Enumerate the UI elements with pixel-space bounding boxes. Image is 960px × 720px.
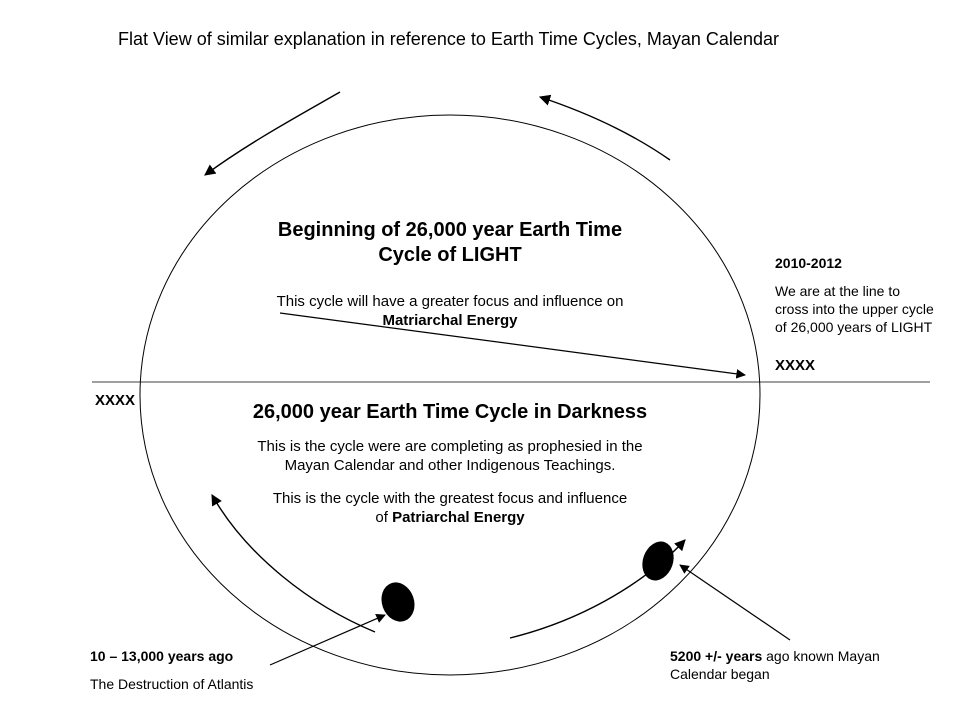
mayan-bold: 5200 +/- years xyxy=(670,648,762,664)
lower-body-c: This is the cycle with the greatest focu… xyxy=(190,490,710,509)
mayan-label: 5200 +/- years ago known Mayan Calendar … xyxy=(670,648,930,683)
atlantis-heading: 10 – 13,000 years ago xyxy=(90,648,233,666)
dot-mayan xyxy=(637,537,679,585)
upper-body-line2: Matriarchal Energy xyxy=(220,312,680,331)
lower-body-d-prefix: of xyxy=(375,509,392,526)
page-title: Flat View of similar explanation in refe… xyxy=(118,28,838,51)
lower-heading: 26,000 year Earth Time Cycle in Darkness xyxy=(190,400,710,425)
right-note-b: cross into the upper cycle xyxy=(775,301,955,319)
right-note-c: of 26,000 years of LIGHT xyxy=(775,319,955,337)
arrow-top-left xyxy=(205,92,340,175)
upper-heading-line2: Cycle of LIGHT xyxy=(220,243,680,268)
dot-atlantis xyxy=(376,578,420,627)
cycle-circle xyxy=(140,115,760,675)
right-note-a: We are at the line to xyxy=(775,283,950,301)
right-year: 2010-2012 xyxy=(775,255,842,273)
arrow-mayan-pointer xyxy=(680,565,790,640)
upper-heading-line1: Beginning of 26,000 year Earth Time xyxy=(220,218,680,243)
lower-body-d-bold: Patriarchal Energy xyxy=(392,509,525,526)
lower-body-b: Mayan Calendar and other Indigenous Teac… xyxy=(190,457,710,476)
lower-body-a: This is the cycle were are completing as… xyxy=(190,438,710,457)
arrow-top-right xyxy=(540,97,670,160)
upper-body-line1: This cycle will have a greater focus and… xyxy=(220,293,680,312)
diagram-stage: Flat View of similar explanation in refe… xyxy=(0,0,960,720)
lower-body-d: of Patriarchal Energy xyxy=(190,509,710,528)
left-xxxx: XXXX xyxy=(95,392,135,411)
diagram-svg xyxy=(0,0,960,720)
right-xxxx: XXXX xyxy=(775,357,815,376)
arrow-atlantis-pointer xyxy=(270,615,385,665)
atlantis-note: The Destruction of Atlantis xyxy=(90,676,253,694)
